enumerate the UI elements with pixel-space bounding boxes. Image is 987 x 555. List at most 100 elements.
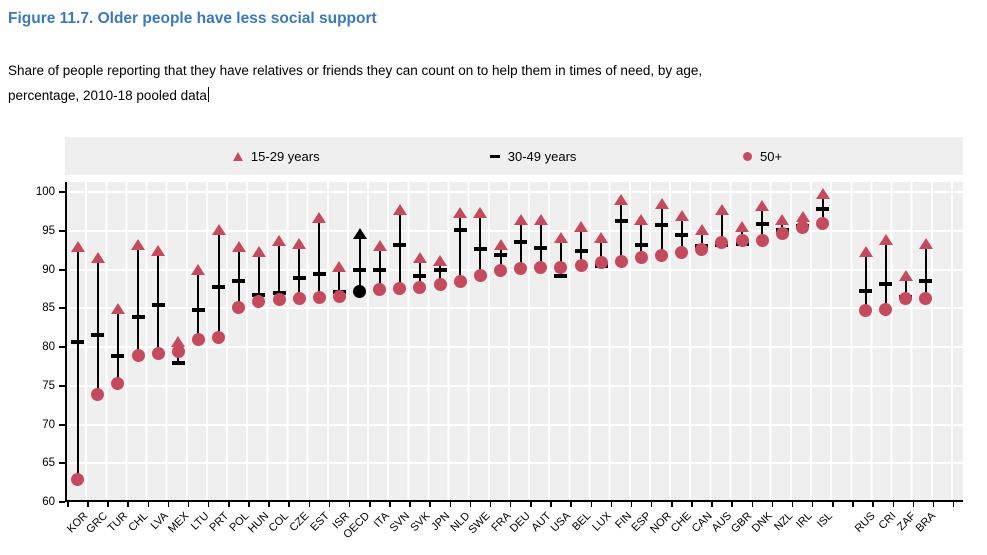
- marker-circle-CHL: [131, 349, 145, 363]
- marker-dash-ITA: [373, 267, 387, 272]
- marker-triangle-AUT: [533, 213, 548, 225]
- range-line-AUT: [539, 219, 542, 268]
- legend-triangle-icon: [232, 151, 243, 161]
- marker-triangle-JPN: [433, 254, 448, 266]
- x-axis-tick: [308, 502, 311, 507]
- marker-dash-FRA: [494, 252, 507, 257]
- marker-dash-OECD: [353, 267, 367, 272]
- x-axis-tick: [288, 502, 290, 507]
- y-axis-label-70: 70: [42, 418, 55, 431]
- x-axis-tick: [167, 502, 170, 507]
- x-axis-label-USA: USA: [548, 510, 574, 535]
- chart-legend: 15-29 years 30-49 years 50+: [65, 137, 963, 175]
- x-axis-tick: [67, 502, 69, 507]
- marker-dash-LTU: [191, 307, 205, 312]
- range-line-NOR: [660, 203, 663, 256]
- x-axis-label-RUS: RUS: [853, 510, 879, 535]
- marker-triangle-CHE: [674, 209, 689, 221]
- x-axis-tick: [952, 502, 955, 507]
- range-line-NLD: [459, 212, 462, 282]
- x-axis-label-PRT: PRT: [207, 510, 232, 534]
- x-axis-tick: [187, 502, 190, 507]
- marker-dash-CHL: [131, 314, 145, 319]
- x-axis-label-SVK: SVK: [408, 510, 433, 535]
- range-line-HUN: [257, 251, 260, 302]
- marker-dash-JPN: [433, 267, 447, 272]
- marker-dash-TUR: [111, 354, 125, 359]
- range-line-EST: [318, 217, 321, 298]
- range-line-GRC: [96, 257, 99, 395]
- marker-triangle-KOR: [70, 240, 85, 252]
- chart-subtitle[interactable]: Share of people reporting that they have…: [8, 58, 968, 108]
- x-axis-tick: [671, 502, 673, 507]
- range-line-CAN: [700, 229, 703, 250]
- marker-circle-IRL: [796, 221, 810, 235]
- marker-circle-ITA: [373, 283, 387, 297]
- marker-circle-CRI: [879, 302, 893, 316]
- gridline-y-95: [67, 229, 963, 232]
- marker-circle-SWE: [473, 269, 487, 283]
- marker-dash-SWE: [473, 246, 487, 251]
- range-line-KOR: [76, 246, 79, 480]
- x-axis-tick: [771, 502, 774, 507]
- x-axis-tick: [570, 502, 572, 507]
- marker-circle-NOR: [655, 249, 669, 263]
- x-axis-tick: [872, 502, 874, 507]
- marker-circle-CZE: [292, 291, 306, 305]
- marker-triangle-SVN: [392, 204, 407, 216]
- x-axis-tick: [369, 502, 371, 507]
- marker-circle-EST: [312, 290, 326, 304]
- marker-triangle-ISR: [332, 260, 347, 272]
- marker-triangle-ZAF: [898, 270, 913, 282]
- x-axis-label-CZE: CZE: [287, 510, 312, 535]
- marker-triangle-DNK: [755, 199, 770, 211]
- marker-circle-SVN: [393, 282, 407, 296]
- chart-title[interactable]: Figure 11.7. Older people have less soci…: [8, 10, 377, 27]
- x-axis-label-CAN: CAN: [689, 510, 715, 535]
- marker-circle-ESP: [634, 251, 648, 265]
- marker-triangle-LUX: [594, 232, 609, 244]
- range-line-TUR: [116, 308, 119, 384]
- x-axis-label-IRL: IRL: [794, 510, 816, 531]
- x-axis-label-CHL: CHL: [126, 510, 151, 535]
- marker-dash-DNK: [755, 221, 769, 226]
- x-axis-tick: [610, 502, 613, 507]
- marker-triangle-NZL: [775, 213, 790, 225]
- marker-triangle-IRL: [795, 210, 810, 222]
- x-axis-tick: [509, 502, 512, 507]
- legend-dash-icon: [489, 154, 500, 158]
- x-axis-label-NZL: NZL: [771, 510, 795, 534]
- legend-label: 30-49 years: [507, 148, 577, 164]
- marker-dash-NOR: [655, 223, 669, 228]
- x-axis-label-BRA: BRA: [913, 510, 939, 535]
- marker-circle-POL: [232, 301, 246, 315]
- x-axis-tick: [852, 502, 854, 507]
- y-axis-tick: [59, 423, 65, 426]
- marker-circle-SVK: [413, 280, 427, 294]
- range-line-SVK: [418, 257, 421, 288]
- marker-dash-ESP: [634, 242, 648, 247]
- marker-dash-KOR: [71, 340, 85, 345]
- x-axis-tick: [630, 502, 633, 507]
- x-axis-tick: [530, 502, 532, 507]
- range-line-ZAF: [904, 275, 907, 299]
- range-line-CRI: [884, 239, 887, 310]
- y-axis-tick: [59, 501, 65, 503]
- y-axis-label-75: 75: [42, 379, 55, 392]
- x-axis-tick: [892, 502, 895, 507]
- x-axis-tick: [832, 502, 834, 507]
- marker-triangle-LVA: [151, 245, 166, 257]
- marker-dash-CHE: [675, 232, 689, 237]
- x-axis-tick: [469, 502, 472, 507]
- marker-triangle-CHL: [131, 239, 146, 251]
- x-axis-tick: [248, 502, 250, 507]
- range-line-LVA: [157, 250, 160, 354]
- marker-triangle-SWE: [473, 206, 488, 218]
- marker-circle-COL: [272, 293, 286, 307]
- x-axis-label-ISL: ISL: [814, 510, 836, 531]
- legend-item-15-29-years: 15-29 years: [232, 137, 320, 175]
- marker-triangle-COL: [272, 235, 287, 247]
- marker-dash-GRC: [91, 332, 105, 337]
- x-axis-tick: [691, 502, 693, 507]
- x-axis-label-AUS: AUS: [709, 510, 735, 535]
